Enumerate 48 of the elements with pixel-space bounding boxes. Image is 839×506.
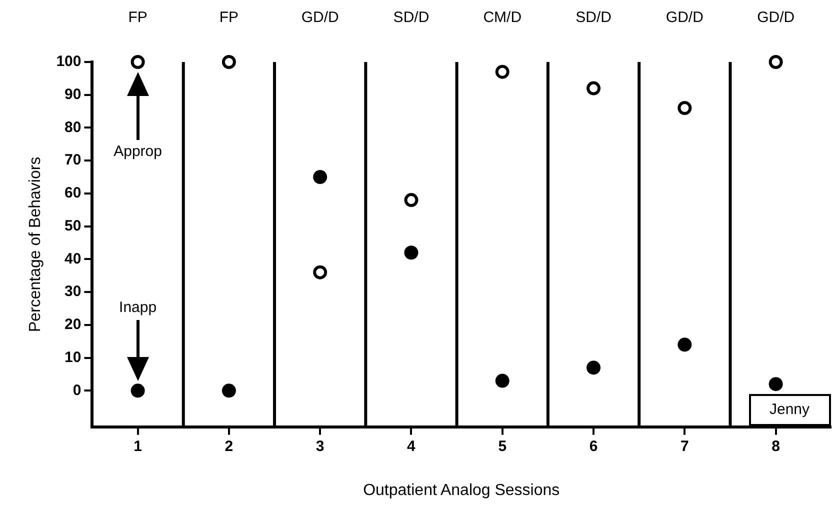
point	[586, 360, 601, 375]
point	[222, 55, 236, 69]
y-tick-label: 70	[64, 152, 82, 169]
point	[313, 170, 328, 184]
x-tick-label: 5	[498, 438, 507, 455]
point	[495, 374, 510, 388]
point	[768, 377, 783, 392]
point	[130, 55, 145, 69]
y-tick-label: 90	[64, 86, 82, 104]
text: FP	[219, 9, 239, 26]
point	[586, 81, 601, 96]
x-tick-label: 8	[772, 438, 780, 455]
point	[130, 384, 145, 398]
x-tick-label: 1	[134, 438, 142, 455]
y-tick-label: 10	[64, 348, 82, 366]
annotation: Jenny	[748, 394, 830, 426]
y-tick-label: 80	[64, 118, 82, 136]
point	[222, 384, 236, 398]
annotation: Approp	[114, 143, 162, 160]
point	[404, 246, 418, 260]
y-tick-label: 50	[64, 217, 82, 234]
text: SD/D	[393, 9, 430, 26]
point	[678, 101, 692, 116]
text: GD/D	[666, 9, 704, 26]
text: SD/D	[576, 9, 612, 26]
x-axis-title: Outpatient Analog Sessions	[363, 482, 560, 499]
y-tick-label: 20	[64, 316, 82, 334]
text: GD/D	[757, 9, 795, 26]
text: FP	[128, 9, 148, 26]
point	[678, 338, 692, 352]
x-tick-label: 2	[224, 438, 234, 455]
point	[768, 55, 783, 69]
point	[313, 265, 328, 280]
x-tick-label: 3	[316, 438, 324, 455]
annotation: Inapp	[119, 298, 157, 316]
x-tick-label: 7	[680, 438, 689, 455]
text: GD/D	[301, 9, 340, 26]
y-axis-title: Percentage of Behaviors	[27, 156, 44, 332]
point	[404, 193, 418, 208]
x-tick-label: 6	[589, 438, 598, 455]
y-tick-label: 60	[64, 184, 82, 202]
x-tick-label: 4	[407, 438, 416, 455]
y-tick-label: 0	[72, 382, 82, 399]
point	[495, 64, 510, 79]
y-tick-label: 30	[64, 283, 82, 300]
text: CM/D	[483, 9, 522, 26]
y-tick-label: 100	[56, 53, 82, 70]
y-tick-label: 40	[64, 250, 82, 268]
